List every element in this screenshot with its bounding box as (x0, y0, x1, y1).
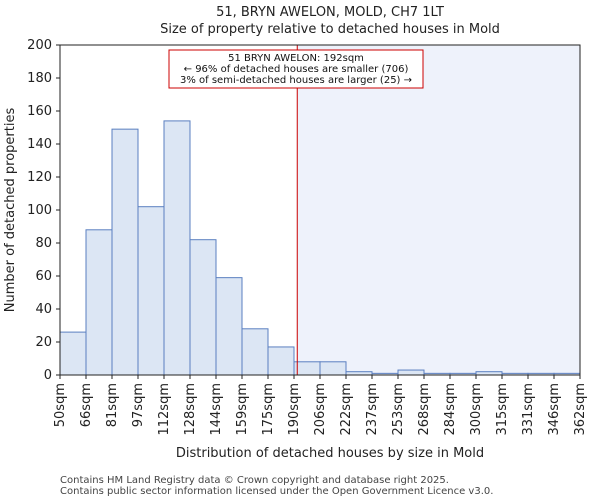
x-tick-label: 206sqm (313, 383, 328, 436)
x-tick-label: 300sqm (469, 383, 484, 436)
bar-159sqm (241, 328, 269, 376)
y-tick-label: 160 (27, 104, 52, 119)
x-tick-label: 175sqm (261, 383, 276, 436)
bar-50sqm (59, 331, 87, 376)
x-tick-label: 50sqm (53, 383, 68, 427)
footer-line-2: Contains public sector information licen… (60, 486, 493, 497)
bar-206sqm (319, 361, 347, 376)
x-tick-label: 268sqm (417, 383, 432, 436)
x-tick-label: 284sqm (443, 383, 458, 436)
bar-81sqm (111, 128, 139, 376)
bar-190sqm (293, 361, 321, 376)
highlight-region (297, 45, 580, 375)
x-tick-label: 190sqm (287, 383, 302, 436)
x-tick-label: 144sqm (209, 383, 224, 436)
annotation-frame (168, 49, 424, 89)
x-tick-label: 128sqm (183, 383, 198, 436)
x-tick-label: 346sqm (547, 383, 562, 436)
x-tick-label: 331sqm (521, 383, 536, 436)
y-tick-label: 100 (27, 203, 52, 218)
y-tick-label: 0 (44, 368, 52, 383)
bar-128sqm (189, 239, 217, 376)
x-tick-label: 222sqm (339, 383, 354, 436)
annotation-line-2: ← 96% of detached houses are smaller (70… (184, 64, 409, 75)
x-tick-label: 66sqm (79, 383, 94, 427)
y-tick-label: 40 (35, 302, 52, 317)
y-tick-label: 140 (27, 137, 52, 152)
y-tick-label: 60 (35, 269, 52, 284)
bar-97sqm (137, 206, 165, 376)
bar-66sqm (85, 229, 113, 376)
x-tick-label: 253sqm (391, 383, 406, 436)
footer-line-1: Contains HM Land Registry data © Crown c… (60, 475, 449, 486)
x-tick-label: 112sqm (157, 383, 172, 436)
chart-title: 51, BRYN AWELON, MOLD, CH7 1LT (216, 5, 444, 20)
bar-144sqm (215, 277, 243, 376)
bars-group (59, 120, 581, 376)
y-tick-label: 120 (27, 170, 52, 185)
annotation-line-3: 3% of semi-detached houses are larger (2… (180, 75, 412, 86)
y-tick-label: 20 (35, 335, 52, 350)
y-tick-label: 180 (27, 71, 52, 86)
x-tick-label: 315sqm (495, 383, 510, 436)
x-tick-label: 81sqm (105, 383, 120, 427)
x-tick-label: 97sqm (131, 383, 146, 427)
bar-175sqm (267, 346, 295, 376)
annotation-box: 51 BRYN AWELON: 192sqm ← 96% of detached… (168, 49, 424, 89)
y-tick-label: 80 (35, 236, 52, 251)
y-axis-ticks: 0 20 40 60 80 100 120 140 160 180 200 (27, 38, 60, 383)
chart-subtitle: Size of property relative to detached ho… (160, 22, 500, 37)
y-tick-label: 200 (27, 38, 52, 53)
annotation-line-1: 51 BRYN AWELON: 192sqm (228, 53, 364, 64)
x-axis-ticks: 50sqm 66sqm 81sqm 97sqm 112sqm 128sqm 144sqm 15… (53, 375, 588, 436)
bar-112sqm (163, 120, 191, 376)
bar-253sqm (397, 369, 425, 376)
y-axis-label: Number of detached properties (3, 108, 18, 313)
x-axis-label: Distribution of detached houses by size … (176, 446, 484, 461)
x-tick-label: 159sqm (235, 383, 250, 436)
x-tick-label: 237sqm (365, 383, 380, 436)
x-tick-label: 362sqm (573, 383, 588, 436)
